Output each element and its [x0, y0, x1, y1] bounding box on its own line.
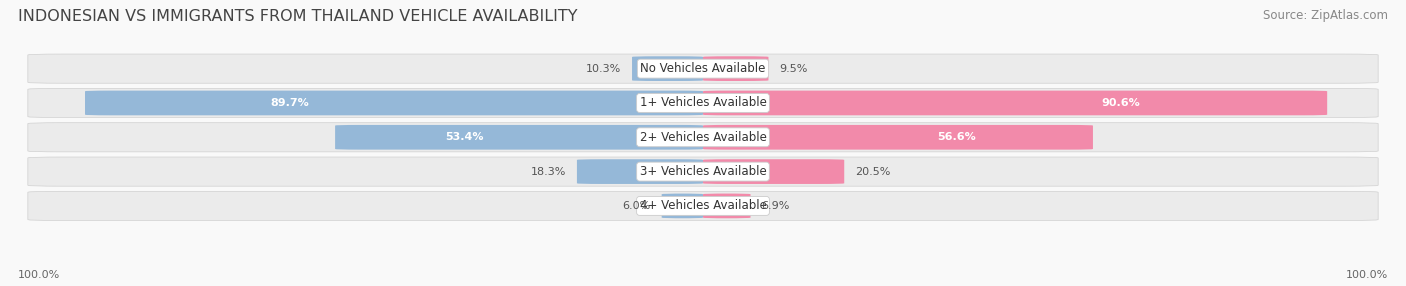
FancyBboxPatch shape	[28, 54, 1378, 83]
FancyBboxPatch shape	[335, 125, 703, 150]
Text: INDONESIAN VS IMMIGRANTS FROM THAILAND VEHICLE AVAILABILITY: INDONESIAN VS IMMIGRANTS FROM THAILAND V…	[18, 9, 578, 23]
Text: 1+ Vehicles Available: 1+ Vehicles Available	[640, 96, 766, 110]
Text: 6.0%: 6.0%	[623, 201, 651, 211]
Text: 18.3%: 18.3%	[530, 167, 565, 176]
FancyBboxPatch shape	[28, 88, 1378, 118]
FancyBboxPatch shape	[703, 194, 751, 218]
Text: 89.7%: 89.7%	[270, 98, 309, 108]
FancyBboxPatch shape	[703, 125, 1092, 150]
FancyBboxPatch shape	[28, 191, 1378, 221]
FancyBboxPatch shape	[703, 159, 844, 184]
FancyBboxPatch shape	[703, 91, 1327, 115]
Text: 20.5%: 20.5%	[855, 167, 890, 176]
Text: Source: ZipAtlas.com: Source: ZipAtlas.com	[1263, 9, 1388, 21]
Text: 4+ Vehicles Available: 4+ Vehicles Available	[640, 199, 766, 212]
Text: No Vehicles Available: No Vehicles Available	[640, 62, 766, 75]
Text: 56.6%: 56.6%	[938, 132, 976, 142]
FancyBboxPatch shape	[703, 56, 769, 81]
FancyBboxPatch shape	[576, 159, 703, 184]
FancyBboxPatch shape	[84, 91, 703, 115]
FancyBboxPatch shape	[662, 194, 703, 218]
FancyBboxPatch shape	[633, 56, 703, 81]
Text: 100.0%: 100.0%	[1346, 270, 1388, 280]
Text: 2+ Vehicles Available: 2+ Vehicles Available	[640, 131, 766, 144]
Text: 10.3%: 10.3%	[586, 64, 621, 74]
FancyBboxPatch shape	[28, 157, 1378, 186]
Text: 6.9%: 6.9%	[762, 201, 790, 211]
Text: 3+ Vehicles Available: 3+ Vehicles Available	[640, 165, 766, 178]
FancyBboxPatch shape	[28, 123, 1378, 152]
Text: 100.0%: 100.0%	[18, 270, 60, 280]
Text: 9.5%: 9.5%	[779, 64, 808, 74]
Text: 53.4%: 53.4%	[446, 132, 484, 142]
Text: 90.6%: 90.6%	[1101, 98, 1140, 108]
